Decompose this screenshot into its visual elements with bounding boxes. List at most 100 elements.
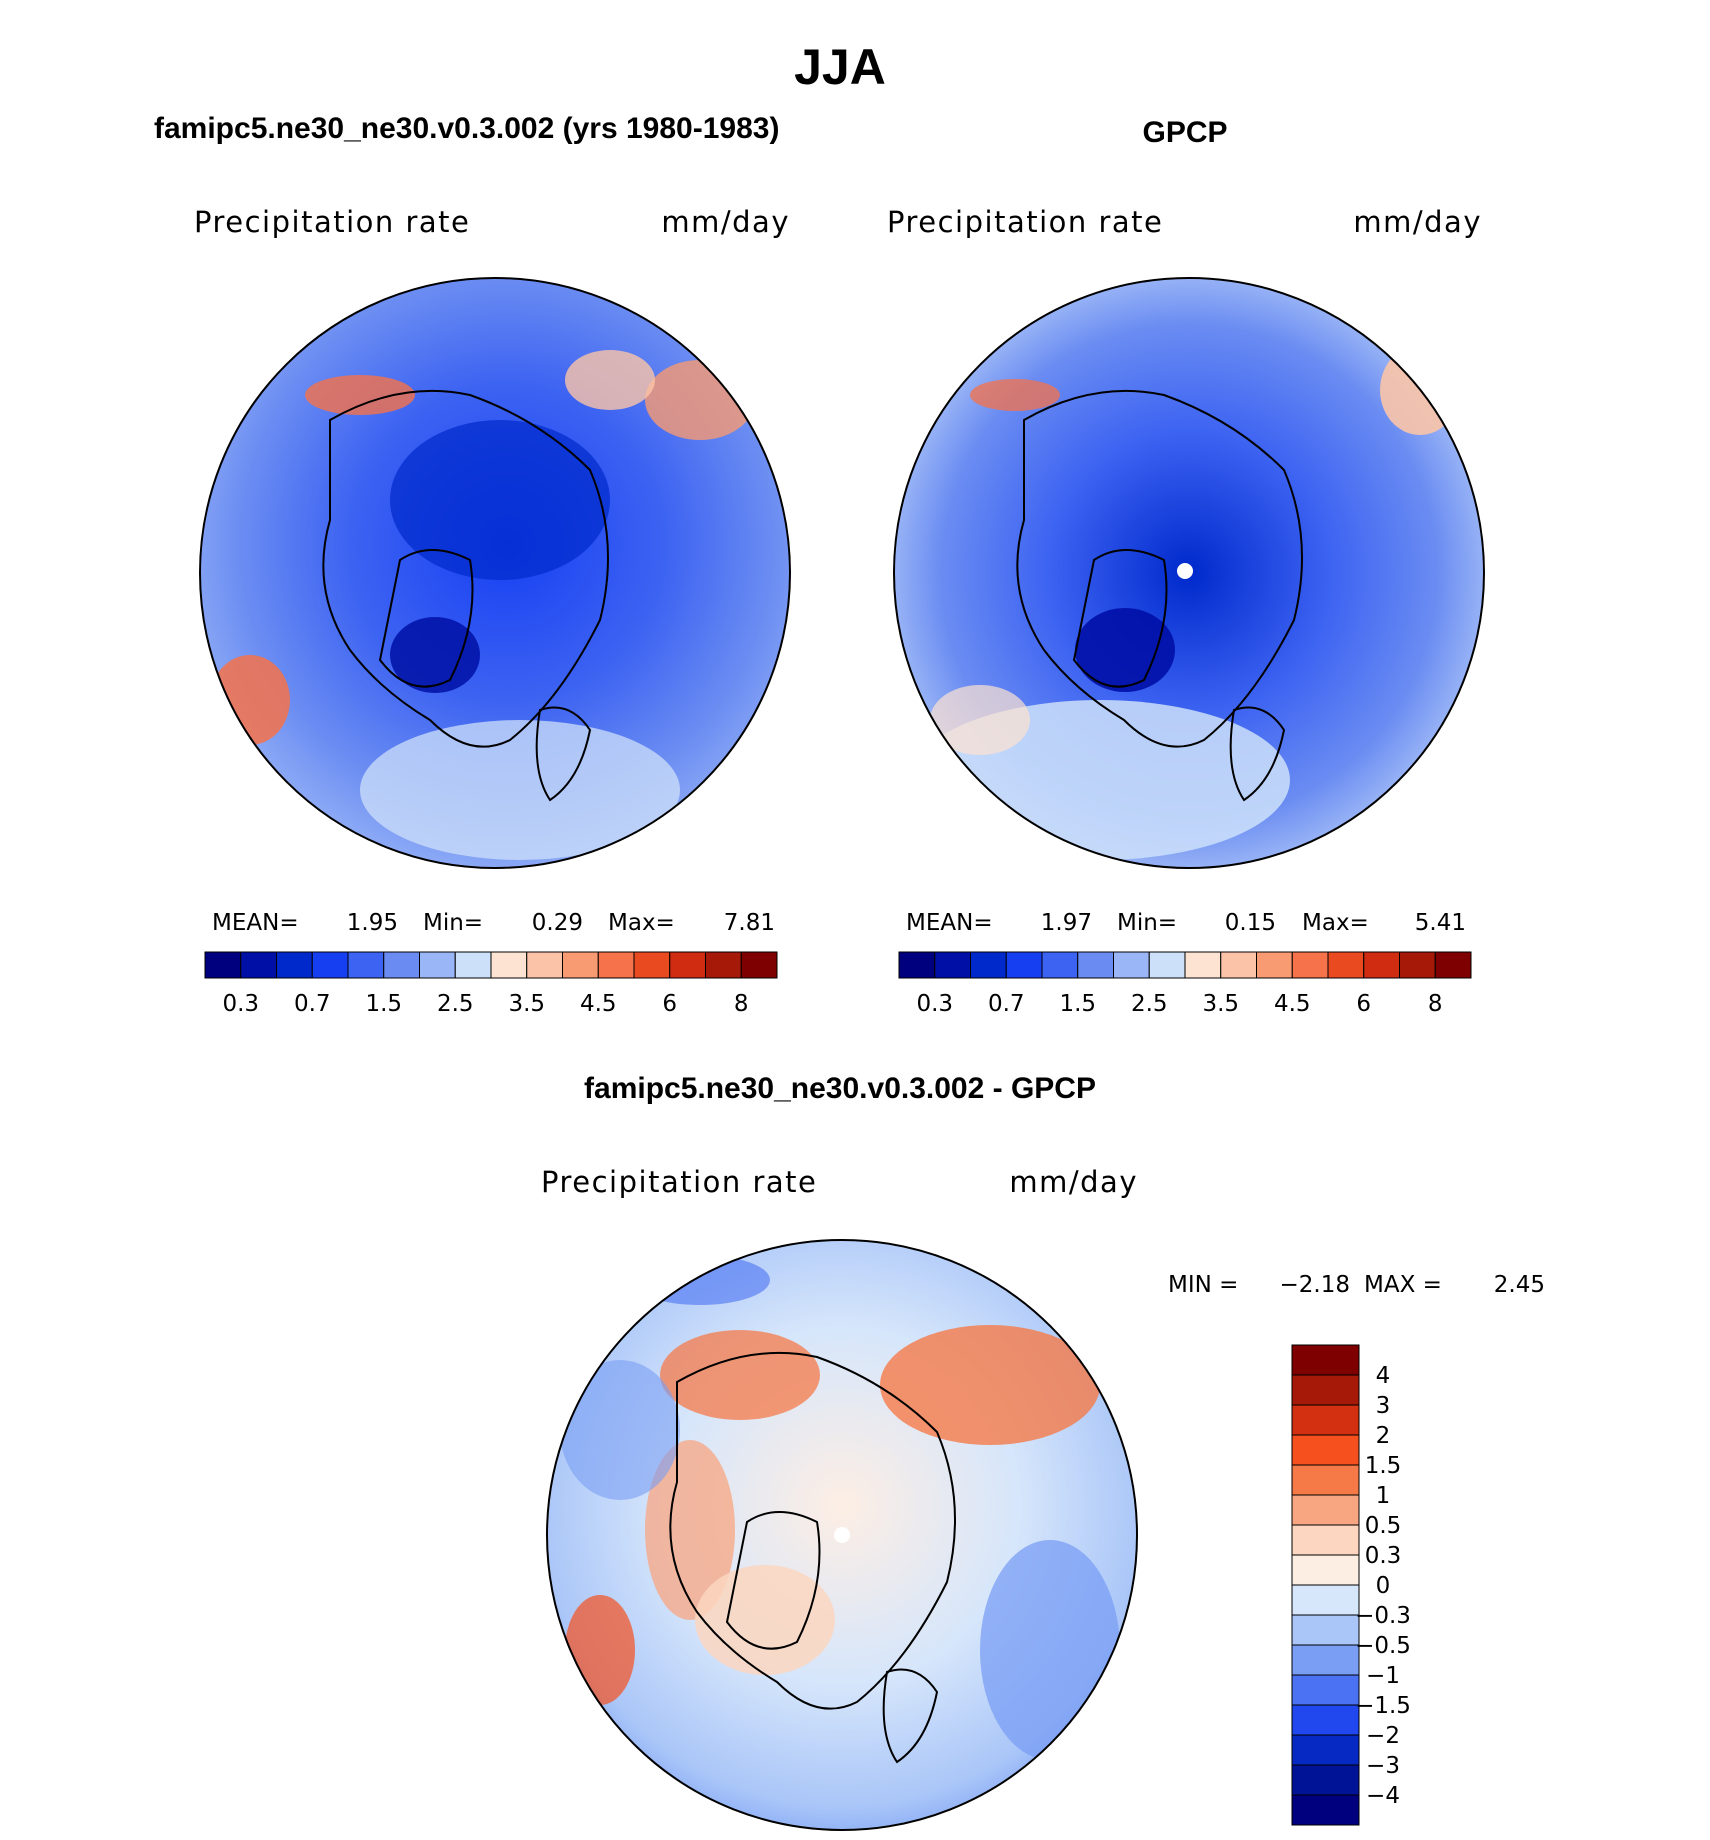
- colorbar-swatch: [970, 951, 1007, 979]
- figure-title: JJA: [794, 39, 886, 95]
- colorbar-swatch: [633, 951, 671, 979]
- stats-obs-mean: 1.97: [1041, 910, 1092, 936]
- panel-obs-header: GPCP: [1142, 116, 1227, 149]
- colorbar-tick-label: 0.7: [294, 991, 331, 1017]
- colorbar-tick-label: 1.5: [1365, 1453, 1402, 1479]
- map-diff-border: [546, 1239, 1138, 1831]
- panel-diff-units: mm/day: [1009, 1165, 1138, 1199]
- panel-diff-variable: Precipitation rate: [541, 1165, 817, 1199]
- colorbar-tick-label: 8: [1428, 991, 1443, 1017]
- colorbar-swatch: [1291, 1404, 1360, 1436]
- model-siberia-wet: [565, 350, 655, 410]
- panel-model-units: mm/day: [661, 205, 790, 239]
- colorbar-tick-label: 0.3: [1365, 1543, 1402, 1569]
- diff-greenland-wet: [695, 1565, 835, 1675]
- colorbar-swatch: [1291, 1644, 1360, 1676]
- coastline-obs: [1016, 389, 1303, 802]
- colorbar-tick-label: 3.5: [508, 991, 545, 1017]
- colorbar-swatch: [311, 951, 349, 979]
- stats-obs-max: 5.41: [1415, 910, 1466, 936]
- model-atlantic-light: [360, 720, 680, 860]
- colorbar-tick-label: −3: [1366, 1753, 1400, 1779]
- colorbar-swatch: [562, 951, 599, 979]
- colorbar-tick-label: 1.5: [1059, 991, 1096, 1017]
- map-model: [200, 278, 790, 868]
- colorbar-tick-label: 0: [1376, 1573, 1391, 1599]
- colorbar-obs: 0.3 0.7 1.5 2.5 3.5 4.5 6 8: [898, 951, 1472, 1017]
- colorbar-swatch: [1434, 951, 1472, 979]
- colorbar-swatch: [347, 951, 385, 979]
- colorbar-tick-label: 2.5: [1131, 991, 1168, 1017]
- stats-diff-min: −2.18: [1280, 1272, 1350, 1298]
- stats-obs: MEAN= 1.97 Min= 0.15 Max= 5.41: [906, 910, 1466, 936]
- panel-diff-header: famipc5.ne30_ne30.v0.3.002 - GPCP: [584, 1072, 1096, 1105]
- stats-model-max-label: Max=: [608, 910, 675, 936]
- colorbar-tick-label: 6: [662, 991, 677, 1017]
- stats-diff: MIN = −2.18 MAX = 2.45: [1168, 1272, 1545, 1298]
- stats-model-mean: 1.95: [347, 910, 398, 936]
- model-arctic-dry: [390, 420, 610, 580]
- colorbar-swatch: [1363, 951, 1400, 979]
- panel-obs-variable: Precipitation rate: [887, 205, 1163, 239]
- colorbar-diff: 4 3 2 1.5 1 0.5 0.3 0 −0.3 −0.5 −1 −1.5 −2 −3 −4: [1291, 1344, 1411, 1826]
- stats-model-min-label: Min=: [423, 910, 483, 936]
- diff-atlantic-dry: [980, 1540, 1120, 1760]
- panel-model-variable: Precipitation rate: [194, 205, 470, 239]
- diff-north-dry: [630, 1255, 770, 1305]
- panel-diff: famipc5.ne30_ne30.v0.3.002 - GPCP Precip…: [541, 1072, 1545, 1831]
- obs-greenland-dry: [1075, 608, 1175, 692]
- colorbar-swatch: [1256, 951, 1293, 979]
- colorbar-swatch: [669, 951, 706, 979]
- colorbar-swatch: [1291, 1464, 1360, 1496]
- stats-obs-mean-label: MEAN=: [906, 910, 993, 936]
- pole-marker-obs: [1177, 563, 1193, 579]
- colorbar-swatch: [1291, 1494, 1360, 1526]
- colorbar-swatch: [1184, 951, 1222, 979]
- colorbar-swatch: [1148, 951, 1186, 979]
- colorbar-tick-label: 1.5: [365, 991, 402, 1017]
- colorbar-swatch: [1291, 1554, 1360, 1586]
- panel-model-header: famipc5.ne30_ne30.v0.3.002 (yrs 1980-198…: [154, 112, 779, 145]
- diff-canada-wet: [645, 1440, 735, 1620]
- colorbar-swatch: [1291, 1794, 1360, 1826]
- colorbar-swatch: [1291, 1764, 1360, 1796]
- coastline-model: [322, 389, 609, 802]
- model-pacific-wet: [645, 360, 755, 440]
- colorbar-tick-label: −0.3: [1355, 1603, 1411, 1629]
- coastline-diff: [669, 1351, 956, 1764]
- colorbar-swatch: [1291, 1734, 1360, 1766]
- colorbar-swatch: [454, 951, 492, 979]
- model-greenland-dry: [390, 617, 480, 693]
- colorbar-swatch: [276, 951, 313, 979]
- colorbar-swatch: [1220, 951, 1257, 979]
- colorbar-tick-label: 1: [1376, 1483, 1391, 1509]
- colorbar-swatch: [597, 951, 635, 979]
- colorbar-swatch: [240, 951, 277, 979]
- colorbar-tick-label: 4: [1376, 1363, 1391, 1389]
- obs-na-light: [930, 685, 1030, 755]
- panel-obs: GPCP Precipitation rate mm/day MEAN= 1.9…: [887, 116, 1485, 1017]
- obs-eurasia-band: [970, 379, 1060, 411]
- colorbar-swatch: [1399, 951, 1436, 979]
- colorbar-swatch: [490, 951, 528, 979]
- stats-model: MEAN= 1.95 Min= 0.29 Max= 7.81: [212, 910, 775, 936]
- stats-model-mean-label: MEAN=: [212, 910, 299, 936]
- colorbar-swatch: [1291, 1524, 1360, 1556]
- stats-model-min: 0.29: [532, 910, 583, 936]
- map-obs-border: [893, 277, 1485, 869]
- colorbar-swatch: [204, 951, 242, 979]
- colorbar-tick-label: 2.5: [437, 991, 474, 1017]
- colorbar-tick-label: 8: [734, 991, 749, 1017]
- stats-diff-max-label: MAX =: [1364, 1272, 1442, 1298]
- colorbar-swatch: [705, 951, 742, 979]
- colorbar-tick-label: −1: [1366, 1663, 1400, 1689]
- colorbar-model: 0.3 0.7 1.5 2.5 3.5 4.5 6 8: [204, 951, 778, 1017]
- colorbar-tick-label: 6: [1356, 991, 1371, 1017]
- colorbar-swatch: [934, 951, 971, 979]
- colorbar-tick-label: −4: [1366, 1783, 1400, 1809]
- colorbar-tick-label: 0.5: [1365, 1513, 1402, 1539]
- colorbar-tick-label: 3: [1376, 1393, 1391, 1419]
- colorbar-swatch: [1291, 1584, 1360, 1616]
- diff-siberia-wet: [880, 1325, 1100, 1445]
